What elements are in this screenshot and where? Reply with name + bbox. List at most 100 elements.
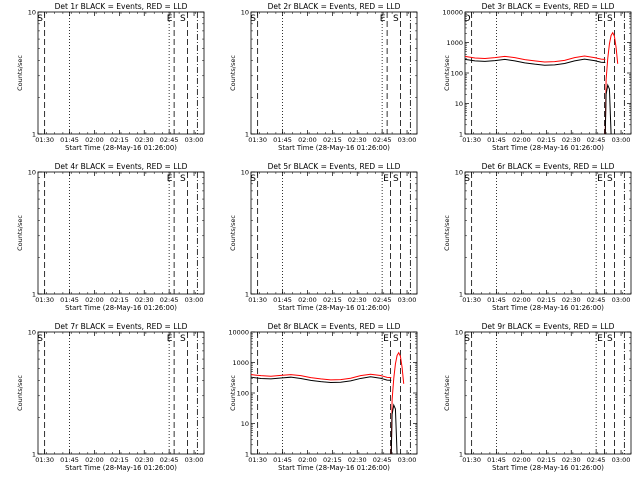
y-axis-label: Counts/sec	[16, 55, 24, 91]
y-axis-label: Counts/sec	[443, 375, 451, 411]
events-series-line	[250, 376, 392, 384]
y-tick-label: 1	[245, 291, 249, 299]
x-tick-label: 03:00	[612, 296, 631, 304]
lld-series-line	[390, 351, 405, 455]
x-tick-label: 02:45	[373, 136, 392, 144]
x-tick-label: 03:00	[612, 456, 631, 464]
x-tick-label: 02:15	[110, 296, 129, 304]
marker-label: S	[180, 174, 186, 184]
x-tick-label: 02:30	[348, 456, 367, 464]
detector-panel-9r: Det 9r BLACK = Events, RED = LLD Counts/s…	[427, 320, 640, 480]
lld-series-line	[250, 373, 392, 381]
x-tick-label: 01:45	[60, 296, 79, 304]
marker-label: S	[37, 14, 43, 24]
x-tick-label: 03:00	[612, 136, 631, 144]
y-tick-label: 100	[451, 70, 463, 78]
chart-svg: Det 5r BLACK = Events, RED = LLD Counts/s…	[229, 162, 418, 312]
marker-label: E	[597, 334, 603, 344]
plot-frame	[37, 171, 205, 295]
marker-label: E	[597, 174, 603, 184]
events-series-line	[390, 403, 398, 455]
y-tick-label: 1	[459, 131, 463, 139]
marker-label: S	[464, 174, 470, 184]
y-tick-label: 1000	[232, 359, 249, 367]
x-tick-label: 02:30	[135, 136, 154, 144]
x-axis-label: Start Time (28-May-16 01:26:00)	[65, 464, 177, 472]
x-tick-label: 01:45	[487, 296, 506, 304]
x-tick-label: 02:30	[562, 456, 581, 464]
chart-title: Det 3r BLACK = Events, RED = LLD	[482, 2, 615, 11]
y-tick-label: 10	[241, 420, 249, 428]
x-tick-label: 01:30	[35, 456, 54, 464]
x-tick-label: 01:30	[462, 296, 481, 304]
x-tick-label: 02:15	[323, 456, 342, 464]
x-tick-label: 01:45	[60, 136, 79, 144]
x-tick-label: 02:30	[562, 136, 581, 144]
x-tick-label: 01:30	[462, 456, 481, 464]
detector-panel-7r: Det 7r BLACK = Events, RED = LLD Counts/s…	[0, 320, 213, 480]
plot-frame	[250, 171, 418, 295]
detector-panel-3r: Det 3r BLACK = Events, RED = LLD Counts/s…	[427, 0, 640, 160]
plot-frame	[37, 11, 205, 135]
x-tick-label: 02:45	[587, 456, 606, 464]
x-tick-label: 02:15	[537, 456, 556, 464]
x-tick-label: 01:45	[273, 296, 292, 304]
chart-svg: Det 3r BLACK = Events, RED = LLD Counts/s…	[442, 2, 632, 152]
x-tick-label: 02:45	[587, 296, 606, 304]
chart-title: Det 4r BLACK = Events, RED = LLD	[55, 162, 188, 171]
x-tick-label: 02:45	[160, 136, 179, 144]
x-tick-label: 01:45	[273, 136, 292, 144]
chart-title: Det 5r BLACK = Events, RED = LLD	[268, 162, 401, 171]
marker-label: S	[393, 14, 399, 24]
chart-svg: Det 4r BLACK = Events, RED = LLD Counts/s…	[16, 162, 205, 312]
marker-label: E	[167, 14, 173, 24]
detector-panel-5r: Det 5r BLACK = Events, RED = LLD Counts/s…	[213, 160, 426, 320]
x-tick-label: 03:00	[398, 456, 417, 464]
x-tick-label: 02:30	[348, 136, 367, 144]
x-tick-label: 02:00	[512, 296, 531, 304]
detector-panel-6r: Det 6r BLACK = Events, RED = LLD Counts/s…	[427, 160, 640, 320]
marker-label: S	[393, 334, 399, 344]
marker-label: S	[607, 14, 613, 24]
y-axis-label: Counts/sec	[443, 55, 451, 91]
y-tick-label: 1	[459, 291, 463, 299]
chart-svg: Det 8r BLACK = Events, RED = LLD Counts/s…	[228, 322, 418, 472]
y-axis-label: Counts/sec	[229, 375, 237, 411]
x-tick-label: 02:15	[537, 296, 556, 304]
chart-svg: Det 7r BLACK = Events, RED = LLD Counts/s…	[16, 322, 205, 472]
plot-frame	[464, 331, 632, 455]
x-axis-label: Start Time (28-May-16 01:26:00)	[278, 144, 390, 152]
y-tick-label: 1	[245, 131, 249, 139]
chart-title: Det 6r BLACK = Events, RED = LLD	[482, 162, 615, 171]
y-tick-label: 10	[455, 329, 463, 337]
y-axis-label: Counts/sec	[16, 215, 24, 251]
y-tick-label: 100	[237, 390, 249, 398]
marker-label: D	[464, 14, 471, 24]
chart-title: Det 1r BLACK = Events, RED = LLD	[55, 2, 188, 11]
x-axis-label: Start Time (28-May-16 01:26:00)	[65, 144, 177, 152]
chart-svg: Det 6r BLACK = Events, RED = LLD Counts/s…	[443, 162, 632, 312]
x-axis-label: Start Time (28-May-16 01:26:00)	[65, 304, 177, 312]
x-tick-label: 02:00	[85, 136, 104, 144]
x-tick-label: 02:30	[135, 296, 154, 304]
marker-label: S	[250, 174, 256, 184]
x-tick-label: 01:30	[248, 456, 267, 464]
marker-label: E	[383, 334, 389, 344]
x-tick-label: 02:30	[348, 296, 367, 304]
y-tick-label: 10	[241, 169, 249, 177]
y-tick-label: 10	[241, 9, 249, 17]
y-axis-label: Counts/sec	[16, 375, 24, 411]
y-tick-label: 1	[459, 451, 463, 459]
x-tick-label: 03:00	[398, 296, 417, 304]
x-tick-label: 02:15	[323, 296, 342, 304]
y-tick-label: 1	[245, 451, 249, 459]
chart-svg: Det 9r BLACK = Events, RED = LLD Counts/s…	[443, 322, 632, 472]
detector-panel-4r: Det 4r BLACK = Events, RED = LLD Counts/s…	[0, 160, 213, 320]
marker-label: S	[393, 174, 399, 184]
x-tick-label: 02:15	[323, 136, 342, 144]
marker-label: S	[180, 14, 186, 24]
plot-frame	[464, 171, 632, 295]
y-tick-label: 10	[28, 169, 36, 177]
x-tick-label: 01:30	[248, 296, 267, 304]
